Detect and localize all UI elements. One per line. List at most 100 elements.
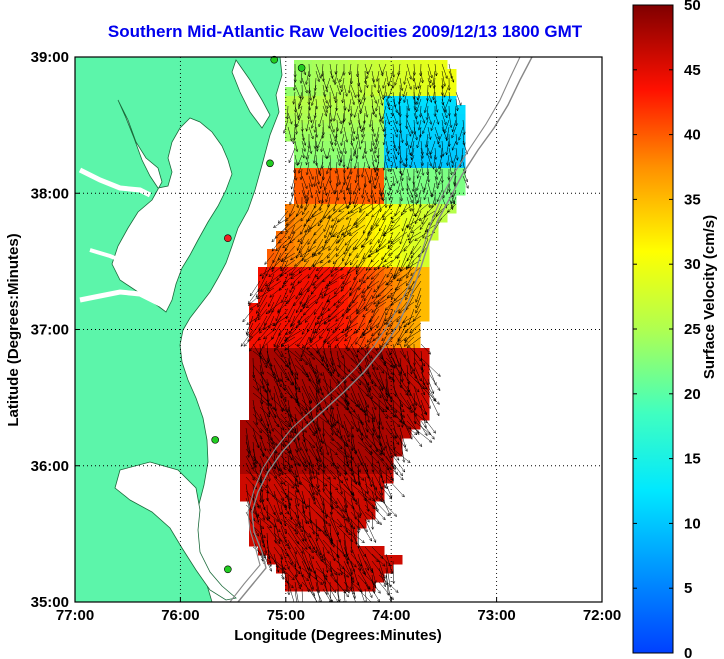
- velocity-arrow: [300, 217, 310, 235]
- velocity-arrow-head: [284, 530, 287, 534]
- velocity-arrow-head: [377, 590, 381, 594]
- velocity-arrow-head: [367, 165, 371, 169]
- velocity-arrow-head: [318, 123, 322, 128]
- velocity-arrow-head: [451, 164, 455, 168]
- velocity-arrow-head: [437, 144, 441, 148]
- velocity-arrow-head: [256, 533, 259, 537]
- velocity-arrow: [384, 308, 401, 322]
- velocity-cell: [375, 312, 385, 322]
- velocity-arrow: [287, 371, 294, 385]
- velocity-arrow: [252, 420, 262, 434]
- velocity-arrow: [265, 301, 282, 314]
- velocity-cell: [375, 258, 385, 268]
- velocity-arrow: [377, 273, 387, 289]
- velocity-arrow: [301, 371, 322, 391]
- velocity-arrow: [399, 378, 410, 393]
- velocity-arrow-head: [395, 129, 399, 133]
- velocity-arrow: [455, 91, 462, 106]
- velocity-cell: [312, 402, 322, 412]
- velocity-arrow-head: [415, 170, 419, 174]
- velocity-arrow: [420, 112, 425, 124]
- velocity-arrow: [380, 182, 387, 195]
- velocity-cell: [357, 393, 367, 403]
- velocity-arrow-head: [295, 296, 299, 300]
- velocity-cell: [312, 510, 322, 520]
- velocity-arrow: [273, 406, 285, 431]
- velocity-cell: [330, 573, 340, 583]
- velocity-arrow-head: [300, 253, 304, 257]
- velocity-arrow-head: [268, 303, 271, 307]
- velocity-cell: [249, 483, 259, 493]
- velocity-arrow: [378, 343, 386, 367]
- velocity-cell: [303, 501, 313, 511]
- velocity-arrow: [413, 357, 423, 371]
- velocity-arrow: [406, 399, 417, 417]
- velocity-cell: [330, 213, 340, 223]
- velocity-cell: [330, 141, 340, 151]
- velocity-cell: [312, 492, 322, 502]
- velocity-arrow-head: [349, 586, 354, 590]
- velocity-arrow: [309, 217, 317, 230]
- velocity-arrow-head: [346, 176, 350, 180]
- velocity-cell: [402, 393, 412, 403]
- velocity-arrow: [301, 224, 310, 245]
- velocity-arrow: [446, 126, 450, 142]
- velocity-cell: [312, 105, 322, 115]
- velocity-arrow-head: [320, 392, 324, 396]
- velocity-arrow: [322, 364, 339, 387]
- velocity-cell: [456, 141, 466, 151]
- velocity-arrow: [290, 266, 310, 280]
- velocity-arrow: [406, 168, 411, 181]
- velocity-arrow: [375, 126, 380, 142]
- velocity-cell: [294, 150, 304, 160]
- velocity-arrow: [434, 112, 439, 125]
- velocity-arrow-head: [295, 603, 298, 606]
- velocity-arrow: [271, 322, 282, 340]
- velocity-arrow-head: [359, 129, 363, 133]
- velocity-cell: [393, 231, 403, 241]
- velocity-arrow-head: [431, 436, 435, 440]
- velocity-cell: [339, 276, 349, 286]
- velocity-arrow: [349, 63, 352, 75]
- velocity-arrow: [357, 70, 359, 87]
- velocity-arrow: [329, 560, 333, 577]
- velocity-cell: [384, 303, 394, 313]
- velocity-cell: [375, 222, 385, 232]
- velocity-arrow-head: [444, 75, 448, 79]
- velocity-arrow: [245, 448, 256, 462]
- velocity-arrow-head: [268, 563, 272, 567]
- velocity-arrow: [343, 427, 350, 443]
- velocity-arrow: [294, 196, 299, 209]
- velocity-cell: [303, 537, 313, 547]
- velocity-arrow-head: [344, 338, 348, 342]
- velocity-arrow: [334, 280, 345, 295]
- velocity-arrow: [325, 189, 331, 203]
- velocity-arrow-head: [374, 146, 378, 150]
- velocity-cell: [348, 213, 358, 223]
- velocity-cell: [339, 168, 349, 178]
- velocity-arrow: [364, 140, 367, 154]
- velocity-arrow-head: [305, 156, 309, 160]
- velocity-arrow-head: [419, 443, 423, 447]
- velocity-arrow: [312, 259, 324, 267]
- velocity-arrow: [417, 189, 422, 204]
- velocity-arrow: [294, 581, 299, 602]
- velocity-arrow-head: [376, 460, 380, 464]
- velocity-arrow: [287, 553, 296, 568]
- velocity-cell: [357, 465, 367, 475]
- velocity-arrow-head: [354, 501, 358, 505]
- velocity-arrow-head: [315, 274, 319, 278]
- velocity-arrow: [311, 245, 324, 256]
- velocity-arrow: [336, 112, 342, 125]
- velocity-arrow-head: [454, 123, 458, 127]
- velocity-arrow: [301, 441, 314, 468]
- velocity-arrow: [335, 133, 338, 146]
- velocity-arrow-head: [409, 226, 412, 230]
- velocity-arrow: [296, 112, 303, 128]
- velocity-cell: [366, 411, 376, 421]
- velocity-arrow: [302, 203, 310, 215]
- velocity-arrow: [274, 308, 289, 326]
- velocity-arrow: [319, 287, 331, 295]
- velocity-cell: [303, 474, 313, 484]
- velocity-arrow: [322, 581, 333, 602]
